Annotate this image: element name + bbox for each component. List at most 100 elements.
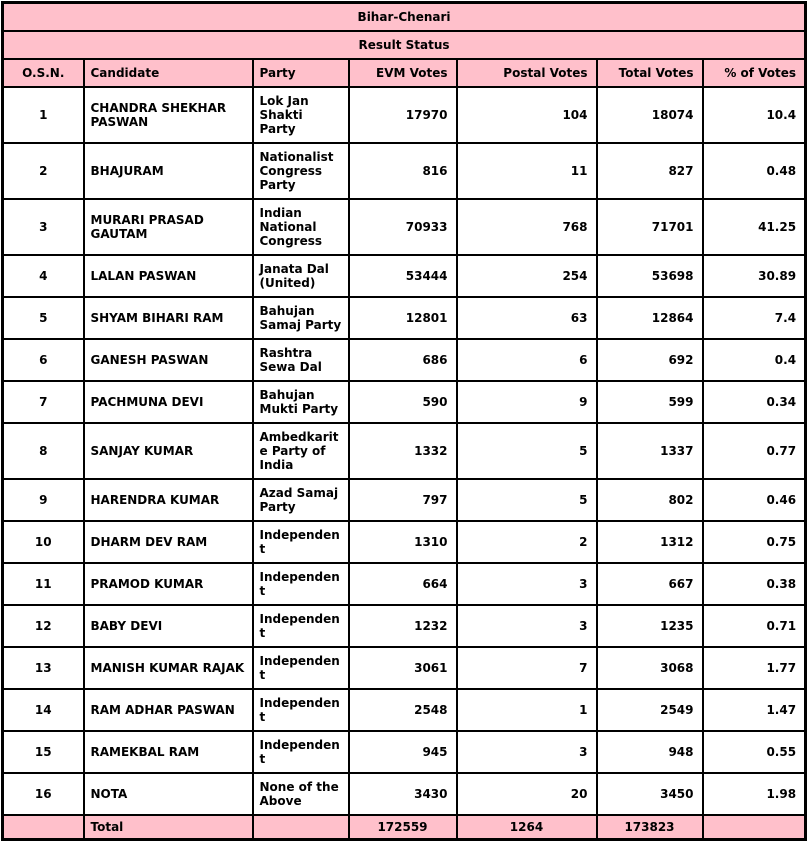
osn-cell: 15 [1, 730, 85, 774]
postal-votes-cell: 3 [455, 604, 598, 648]
osn-cell: 16 [1, 772, 85, 816]
evm-votes-cell: 3430 [347, 772, 458, 816]
table-row: 1 CHANDRA SHEKHAR PASWAN Lok Jan Shakti … [1, 86, 807, 144]
table-row: 14 RAM ADHAR PASWAN Independent 2548 1 2… [1, 688, 807, 732]
postal-votes-cell: 5 [455, 422, 598, 480]
candidate-cell: SANJAY KUMAR [82, 422, 254, 480]
total-postal-votes: 1264 [455, 814, 598, 841]
party-cell: Independent [251, 688, 350, 732]
party-cell: Rashtra Sewa Dal [251, 338, 350, 382]
column-header-row: O.S.N. Candidate Party EVM Votes Postal … [1, 58, 807, 88]
pct-votes-cell: 41.25 [701, 198, 807, 256]
party-cell: Independent [251, 730, 350, 774]
total-label: Total [82, 814, 254, 841]
col-header-party: Party [251, 58, 350, 88]
osn-cell: 8 [1, 422, 85, 480]
postal-votes-cell: 104 [455, 86, 598, 144]
postal-votes-cell: 9 [455, 380, 598, 424]
evm-votes-cell: 816 [347, 142, 458, 200]
party-cell: Nationalist Congress Party [251, 142, 350, 200]
party-cell: Ambedkarite Party of India [251, 422, 350, 480]
postal-votes-cell: 6 [455, 338, 598, 382]
osn-cell: 4 [1, 254, 85, 298]
table-row: 3 MURARI PRASAD GAUTAM Indian National C… [1, 198, 807, 256]
table-row: 16 NOTA None of the Above 3430 20 3450 1… [1, 772, 807, 816]
pct-votes-cell: 10.4 [701, 86, 807, 144]
postal-votes-cell: 5 [455, 478, 598, 522]
table-row: 4 LALAN PASWAN Janata Dal (United) 53444… [1, 254, 807, 298]
candidate-cell: SHYAM BIHARI RAM [82, 296, 254, 340]
table-row: 5 SHYAM BIHARI RAM Bahujan Samaj Party 1… [1, 296, 807, 340]
osn-cell: 9 [1, 478, 85, 522]
party-cell: Independent [251, 520, 350, 564]
subtitle-row: Result Status [1, 30, 807, 60]
evm-votes-cell: 2548 [347, 688, 458, 732]
pct-votes-cell: 0.71 [701, 604, 807, 648]
total-votes-cell: 3450 [595, 772, 704, 816]
osn-cell: 14 [1, 688, 85, 732]
table-row: 12 BABY DEVI Independent 1232 3 1235 0.7… [1, 604, 807, 648]
party-cell: Azad Samaj Party [251, 478, 350, 522]
pct-votes-cell: 0.75 [701, 520, 807, 564]
evm-votes-cell: 590 [347, 380, 458, 424]
total-votes-cell: 802 [595, 478, 704, 522]
col-header-osn: O.S.N. [1, 58, 85, 88]
candidate-cell: BHAJURAM [82, 142, 254, 200]
col-header-pct-votes: % of Votes [701, 58, 807, 88]
postal-votes-cell: 254 [455, 254, 598, 298]
party-cell: Lok Jan Shakti Party [251, 86, 350, 144]
postal-votes-cell: 63 [455, 296, 598, 340]
col-header-candidate: Candidate [82, 58, 254, 88]
party-cell: Independent [251, 646, 350, 690]
candidate-cell: LALAN PASWAN [82, 254, 254, 298]
party-cell: Indian National Congress [251, 198, 350, 256]
evm-votes-cell: 686 [347, 338, 458, 382]
col-header-evm-votes: EVM Votes [347, 58, 458, 88]
candidate-cell: PRAMOD KUMAR [82, 562, 254, 606]
evm-votes-cell: 797 [347, 478, 458, 522]
pct-votes-cell: 0.46 [701, 478, 807, 522]
party-cell: Bahujan Mukti Party [251, 380, 350, 424]
osn-cell: 3 [1, 198, 85, 256]
total-votes-cell: 2549 [595, 688, 704, 732]
candidate-cell: HARENDRA KUMAR [82, 478, 254, 522]
party-cell: Independent [251, 604, 350, 648]
pct-votes-cell: 0.77 [701, 422, 807, 480]
candidate-cell: NOTA [82, 772, 254, 816]
total-votes-cell: 599 [595, 380, 704, 424]
total-votes-cell: 667 [595, 562, 704, 606]
party-cell: Janata Dal (United) [251, 254, 350, 298]
candidate-cell: PACHMUNA DEVI [82, 380, 254, 424]
osn-cell: 5 [1, 296, 85, 340]
evm-votes-cell: 1310 [347, 520, 458, 564]
table-row: 6 GANESH PASWAN Rashtra Sewa Dal 686 6 6… [1, 338, 807, 382]
total-row: Total 172559 1264 173823 [1, 814, 807, 841]
table-row: 7 PACHMUNA DEVI Bahujan Mukti Party 590 … [1, 380, 807, 424]
pct-votes-cell: 1.77 [701, 646, 807, 690]
candidate-cell: RAMEKBAL RAM [82, 730, 254, 774]
evm-votes-cell: 3061 [347, 646, 458, 690]
total-votes-cell: 1337 [595, 422, 704, 480]
candidate-cell: CHANDRA SHEKHAR PASWAN [82, 86, 254, 144]
pct-votes-cell: 30.89 [701, 254, 807, 298]
party-cell: None of the Above [251, 772, 350, 816]
osn-cell: 2 [1, 142, 85, 200]
title-row: Bihar-Chenari [1, 1, 807, 32]
pct-votes-cell: 0.34 [701, 380, 807, 424]
osn-cell: 1 [1, 86, 85, 144]
total-osn-cell [1, 814, 85, 841]
evm-votes-cell: 1232 [347, 604, 458, 648]
postal-votes-cell: 3 [455, 730, 598, 774]
candidate-cell: GANESH PASWAN [82, 338, 254, 382]
osn-cell: 13 [1, 646, 85, 690]
total-votes-cell: 1235 [595, 604, 704, 648]
postal-votes-cell: 1 [455, 688, 598, 732]
pct-votes-cell: 0.38 [701, 562, 807, 606]
table-row: 10 DHARM DEV RAM Independent 1310 2 1312… [1, 520, 807, 564]
total-votes-cell: 71701 [595, 198, 704, 256]
evm-votes-cell: 664 [347, 562, 458, 606]
col-header-postal-votes: Postal Votes [455, 58, 598, 88]
table-row: 11 PRAMOD KUMAR Independent 664 3 667 0.… [1, 562, 807, 606]
